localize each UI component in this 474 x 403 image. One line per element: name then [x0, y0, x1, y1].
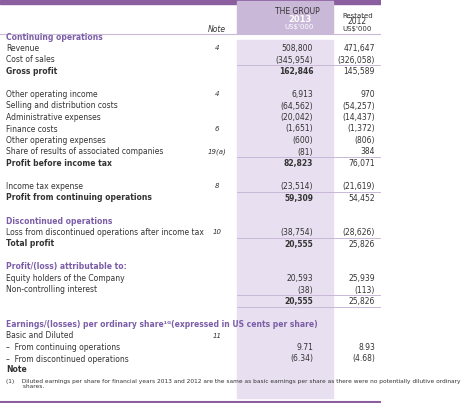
Text: 4: 4 — [215, 91, 219, 98]
Text: 970: 970 — [360, 90, 375, 99]
Text: (113): (113) — [355, 285, 375, 295]
Text: Equity holders of the Company: Equity holders of the Company — [7, 274, 125, 283]
Text: Cost of sales: Cost of sales — [7, 56, 55, 64]
Text: (21,619): (21,619) — [343, 182, 375, 191]
Text: 384: 384 — [361, 147, 375, 156]
Text: Income tax expense: Income tax expense — [7, 182, 83, 191]
Text: 20,593: 20,593 — [287, 274, 313, 283]
Text: Selling and distribution costs: Selling and distribution costs — [7, 102, 118, 110]
Text: (38,754): (38,754) — [281, 228, 313, 237]
Text: Share of results of associated companies: Share of results of associated companies — [7, 147, 164, 156]
Text: 20,555: 20,555 — [284, 297, 313, 306]
Text: (64,562): (64,562) — [281, 102, 313, 110]
Text: 25,826: 25,826 — [349, 239, 375, 249]
Text: (38): (38) — [298, 285, 313, 295]
Text: 4: 4 — [215, 46, 219, 52]
Text: Gross profit: Gross profit — [7, 67, 58, 76]
Text: Other operating expenses: Other operating expenses — [7, 136, 106, 145]
Text: (6.34): (6.34) — [290, 355, 313, 364]
Text: Revenue: Revenue — [7, 44, 39, 53]
Text: 145,589: 145,589 — [344, 67, 375, 76]
Text: (4.68): (4.68) — [352, 355, 375, 364]
Text: (326,058): (326,058) — [337, 56, 375, 64]
Text: (28,626): (28,626) — [343, 228, 375, 237]
Text: (806): (806) — [355, 136, 375, 145]
Text: 2012: 2012 — [348, 17, 367, 25]
Bar — [237, 40, 333, 398]
Text: 6: 6 — [215, 126, 219, 132]
Text: Note: Note — [7, 365, 27, 374]
Text: 25,826: 25,826 — [349, 297, 375, 306]
Text: Profit before income tax: Profit before income tax — [7, 159, 112, 168]
Text: 8.93: 8.93 — [358, 343, 375, 352]
Text: (23,514): (23,514) — [281, 182, 313, 191]
Text: (345,954): (345,954) — [275, 56, 313, 64]
Text: THE GROUP: THE GROUP — [275, 6, 319, 15]
Text: 82,823: 82,823 — [284, 159, 313, 168]
Text: (1,651): (1,651) — [285, 125, 313, 133]
Text: (600): (600) — [292, 136, 313, 145]
Text: Note: Note — [208, 25, 226, 33]
Text: (1)    Diluted earnings per share for financial years 2013 and 2012 are the same: (1) Diluted earnings per share for finan… — [7, 378, 461, 389]
Text: 2013: 2013 — [288, 15, 311, 23]
Text: 76,071: 76,071 — [348, 159, 375, 168]
Text: 19(a): 19(a) — [208, 149, 226, 155]
Text: (1,372): (1,372) — [347, 125, 375, 133]
Text: 162,846: 162,846 — [279, 67, 313, 76]
Text: 59,309: 59,309 — [284, 193, 313, 202]
Text: 11: 11 — [212, 333, 221, 339]
Text: 25,939: 25,939 — [348, 274, 375, 283]
Text: 508,800: 508,800 — [282, 44, 313, 53]
Text: Other operating income: Other operating income — [7, 90, 98, 99]
Text: 471,647: 471,647 — [344, 44, 375, 53]
Bar — [237, 1, 333, 33]
Text: Administrative expenses: Administrative expenses — [7, 113, 101, 122]
Text: Continuing operations: Continuing operations — [7, 33, 103, 42]
Text: 54,452: 54,452 — [348, 193, 375, 202]
Text: 8: 8 — [215, 183, 219, 189]
Text: (54,257): (54,257) — [342, 102, 375, 110]
Text: 20,555: 20,555 — [284, 239, 313, 249]
Text: Restated: Restated — [342, 13, 373, 19]
Text: Non-controlling interest: Non-controlling interest — [7, 285, 98, 295]
Text: 9.71: 9.71 — [296, 343, 313, 352]
Text: Profit/(loss) attributable to:: Profit/(loss) attributable to: — [7, 262, 127, 272]
Text: –  From discontinued operations: – From discontinued operations — [7, 355, 129, 364]
Text: 10: 10 — [212, 229, 221, 235]
Text: Loss from discontinued operations after income tax: Loss from discontinued operations after … — [7, 228, 204, 237]
Text: –  From continuing operations: – From continuing operations — [7, 343, 120, 352]
Text: US$'000: US$'000 — [285, 24, 314, 30]
Text: (81): (81) — [298, 147, 313, 156]
Text: (14,437): (14,437) — [342, 113, 375, 122]
Bar — [0, 0, 381, 4]
Text: US$'000: US$'000 — [343, 26, 372, 32]
Text: Basic and Diluted: Basic and Diluted — [7, 332, 74, 341]
Text: Profit from continuing operations: Profit from continuing operations — [7, 193, 152, 202]
Text: (20,042): (20,042) — [281, 113, 313, 122]
Text: Total profit: Total profit — [7, 239, 55, 249]
Text: Discontinued operations: Discontinued operations — [7, 216, 113, 226]
Text: Finance costs: Finance costs — [7, 125, 58, 133]
Text: 6,913: 6,913 — [292, 90, 313, 99]
Text: Earnings/(losses) per ordinary share¹ᴳ(expressed in US cents per share): Earnings/(losses) per ordinary share¹ᴳ(e… — [7, 320, 318, 329]
